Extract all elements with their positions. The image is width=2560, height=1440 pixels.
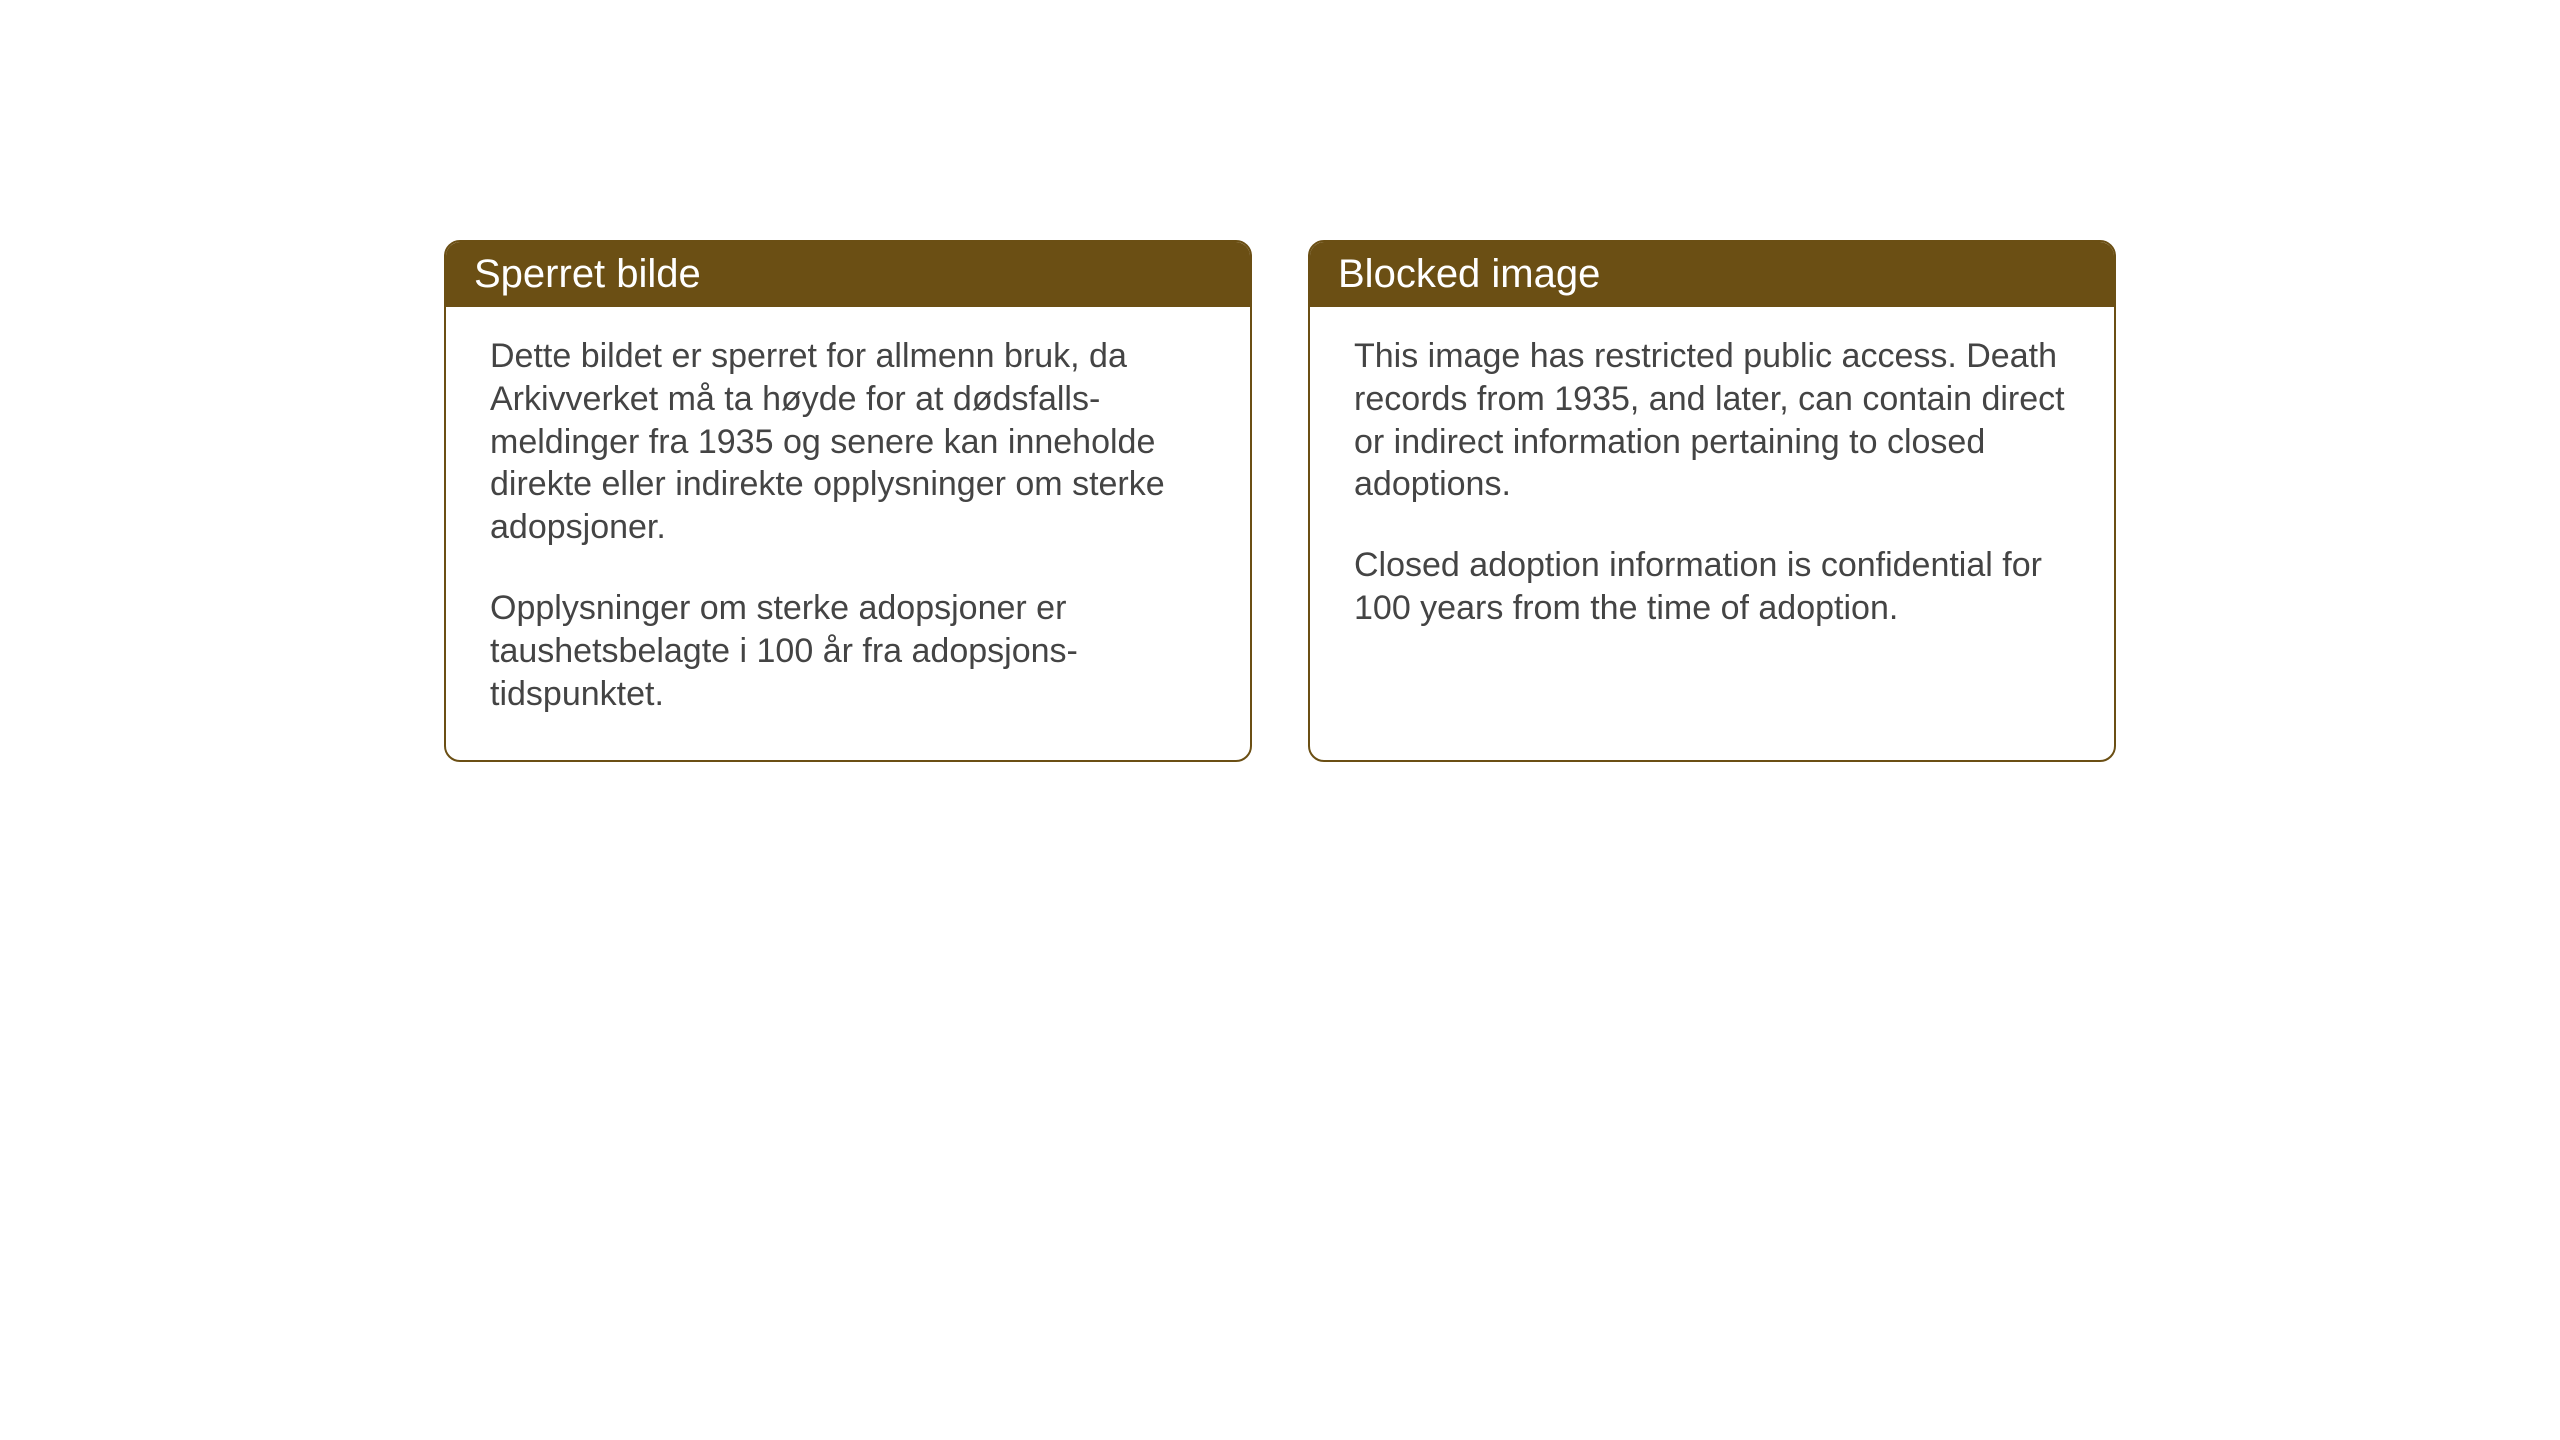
card-paragraph: This image has restricted public access.… <box>1354 335 2070 506</box>
notice-card-norwegian: Sperret bilde Dette bildet er sperret fo… <box>444 240 1252 762</box>
card-paragraph: Opplysninger om sterke adopsjoner er tau… <box>490 587 1206 715</box>
card-header: Blocked image <box>1310 242 2114 307</box>
card-body: This image has restricted public access.… <box>1310 307 2114 674</box>
card-paragraph: Closed adoption information is confident… <box>1354 544 2070 630</box>
card-title: Blocked image <box>1338 252 1600 296</box>
notice-card-english: Blocked image This image has restricted … <box>1308 240 2116 762</box>
card-body: Dette bildet er sperret for allmenn bruk… <box>446 307 1250 760</box>
cards-container: Sperret bilde Dette bildet er sperret fo… <box>444 240 2560 762</box>
card-title: Sperret bilde <box>474 252 701 296</box>
card-header: Sperret bilde <box>446 242 1250 307</box>
card-paragraph: Dette bildet er sperret for allmenn bruk… <box>490 335 1206 549</box>
